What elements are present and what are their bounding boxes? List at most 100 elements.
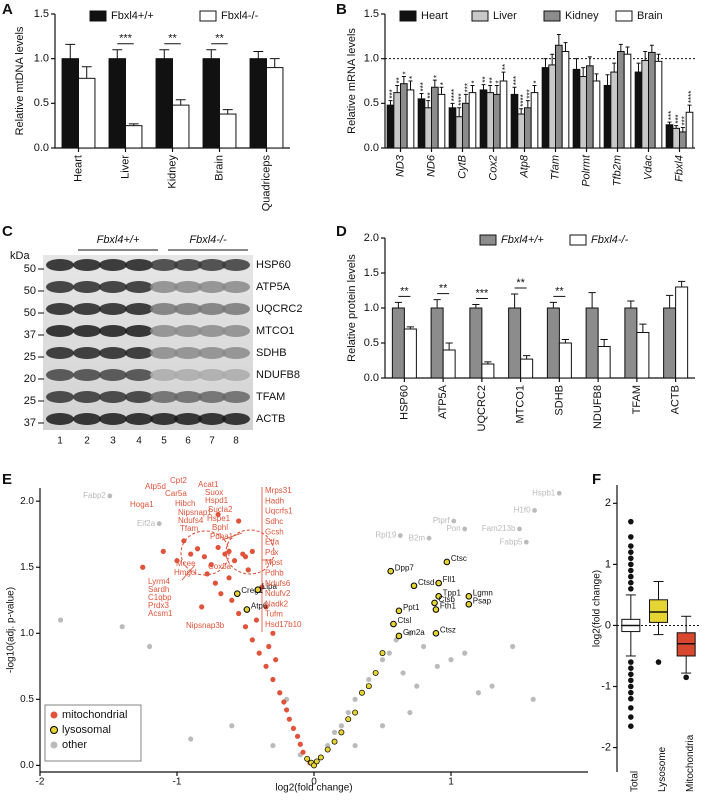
bar (685, 111, 694, 149)
kda-label: 50 (24, 263, 36, 275)
bar (654, 60, 663, 149)
band (198, 391, 226, 403)
bar (508, 307, 522, 379)
point-label: Ctsz (440, 625, 456, 634)
band (73, 281, 101, 293)
band (222, 413, 250, 425)
gene-label: Mrps31 (265, 486, 292, 495)
lane-label: 4 (136, 436, 142, 447)
y-tick-label: 1.0 (34, 53, 49, 65)
x-tick-label: TFAM (631, 385, 643, 414)
data-point (229, 723, 235, 729)
bar (586, 65, 594, 149)
legend-label: Kidney (565, 10, 599, 22)
error-bar (549, 301, 557, 308)
error-bar (488, 84, 493, 93)
outlier (628, 677, 634, 684)
kda-label: 37 (24, 417, 36, 429)
y-tick-label: 1.5 (20, 562, 34, 573)
error-bar (450, 102, 455, 108)
band (73, 303, 101, 315)
error-bar (643, 51, 648, 61)
data-point (245, 567, 251, 573)
band (46, 413, 74, 425)
error-bar (394, 301, 402, 308)
x-tick-label: Vdac (642, 155, 654, 181)
bar (663, 307, 677, 379)
bar (548, 64, 557, 149)
outlier (683, 674, 689, 681)
group-label: Fbxl4-/- (189, 234, 227, 246)
band (125, 259, 153, 271)
band (150, 303, 178, 315)
error-bar (175, 99, 186, 106)
kda-label: 50 (24, 307, 36, 319)
data-point (194, 546, 201, 552)
gene-label: Pcx (265, 548, 278, 557)
point-label: Ctsc (451, 554, 467, 563)
error-bar (532, 84, 537, 93)
legend-swatch (569, 234, 587, 246)
data-point (174, 558, 180, 564)
labeled-point (517, 526, 522, 532)
significance: * (401, 71, 410, 74)
labeled-point (107, 493, 113, 499)
bar (648, 51, 656, 149)
band (46, 303, 74, 315)
error-bar (687, 104, 692, 113)
significance: ** (481, 76, 490, 82)
outlier (628, 543, 634, 549)
legend-swatch (615, 10, 633, 22)
outlier (628, 695, 634, 702)
bar (561, 51, 570, 149)
x-tick-label: Tfb2m (611, 155, 623, 186)
data-point (365, 683, 372, 690)
outlier (628, 723, 634, 730)
y-tick-label: 0.5 (364, 97, 379, 109)
labeled-point (426, 535, 432, 541)
error-bar (625, 46, 630, 55)
data-point (212, 580, 218, 586)
labeled-point (395, 607, 403, 615)
significance: ** (426, 92, 435, 98)
data-point (222, 551, 228, 557)
bar (623, 53, 632, 149)
point-label: Lipa (262, 582, 278, 591)
significance: * (494, 80, 503, 83)
data-point (140, 564, 146, 570)
band (46, 347, 74, 359)
x-tick-label: ATP5A (437, 384, 449, 419)
significance: *** (680, 116, 689, 125)
error-bar (523, 355, 531, 360)
error-bar (494, 84, 499, 95)
significance: ** (215, 33, 224, 45)
band (99, 391, 127, 403)
band (125, 391, 153, 403)
lane-label: 5 (161, 436, 167, 447)
panel-label: D (336, 223, 347, 240)
band (125, 303, 153, 315)
band (99, 281, 127, 293)
significance: ** (501, 64, 510, 70)
bar (617, 51, 625, 149)
protein-label: TFAM (256, 391, 285, 403)
error-bar (470, 84, 475, 93)
band (174, 303, 202, 315)
data-point (338, 723, 344, 729)
data-point (297, 741, 303, 747)
kda-label: 25 (24, 395, 36, 407)
data-point (324, 746, 331, 753)
band (198, 369, 226, 381)
error-bar (680, 126, 685, 132)
legend-label: Fbxl4+/+ (111, 10, 154, 22)
error-bar (439, 86, 444, 95)
band (46, 325, 74, 337)
y-tick-label: -1 (601, 680, 611, 692)
bar (572, 68, 581, 149)
gene-label: Nipsnap1 (178, 508, 212, 517)
labeled-point (443, 558, 451, 566)
bar (400, 83, 408, 149)
y-tick-label: 2.0 (364, 232, 379, 244)
bar (636, 332, 650, 379)
